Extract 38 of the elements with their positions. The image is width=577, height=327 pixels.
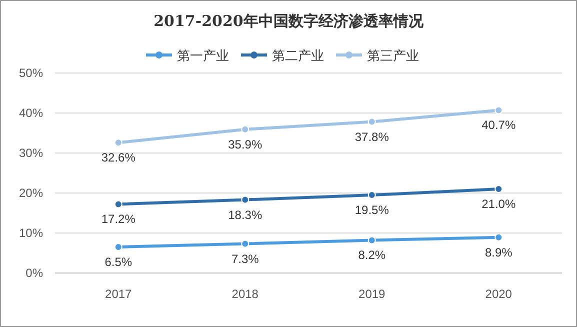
data-label: 17.2%	[101, 212, 136, 226]
data-label: 37.8%	[354, 130, 390, 144]
point	[114, 138, 122, 147]
x-tick-label: 2018	[232, 287, 259, 301]
y-tick-label: 20%	[18, 186, 44, 200]
point	[241, 125, 250, 134]
point	[368, 191, 376, 199]
point	[241, 240, 250, 248]
point	[368, 236, 376, 244]
legend-label: 第一产业	[177, 48, 229, 63]
point	[494, 233, 503, 242]
legend-label: 第二产业	[272, 48, 324, 63]
data-label: 21.0%	[482, 197, 516, 211]
y-tick-label: 50%	[18, 66, 44, 80]
data-label: 18.3%	[228, 208, 262, 222]
x-tick-label: 2019	[358, 287, 386, 301]
x-tick-label: 2020	[485, 287, 512, 301]
y-tick-label: 0%	[26, 266, 44, 280]
data-label: 6.5%	[104, 255, 132, 269]
chart-title: 2017-2020年中国数字经济渗透率情况	[154, 12, 424, 30]
legend-label: 第三产业	[367, 48, 419, 63]
data-label: 8.9%	[484, 245, 513, 260]
y-tick-label: 40%	[18, 106, 44, 120]
data-label: 19.5%	[354, 203, 390, 217]
data-label: 32.6%	[101, 150, 136, 165]
y-tick-label: 10%	[18, 226, 44, 240]
data-label: 7.3%	[231, 252, 260, 266]
y-tick-label: 30%	[18, 146, 44, 160]
data-label: 35.9%	[228, 137, 262, 152]
data-label: 8.2%	[358, 248, 386, 262]
point	[114, 243, 122, 251]
point	[368, 118, 376, 126]
point	[494, 185, 503, 193]
point	[494, 106, 503, 114]
point	[241, 196, 250, 204]
x-tick-label: 2017	[105, 287, 132, 301]
data-label: 40.7%	[482, 118, 516, 132]
point	[114, 200, 122, 208]
